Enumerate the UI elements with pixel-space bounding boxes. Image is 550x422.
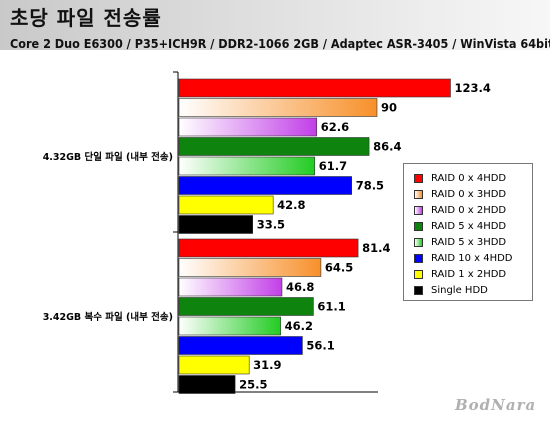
legend-label: RAID 0 x 3HDD <box>431 188 507 200</box>
chart-header: 초당 파일 전송률 Core 2 Duo E6300 / P35+ICH9R /… <box>0 0 550 64</box>
bar <box>178 316 281 336</box>
value-labels: 123.4 90 62.6 86.4 61.7 78.5 42.8 33.5 81.4 64.5 4… <box>239 81 491 392</box>
bar-value-label: 123.4 <box>454 81 490 95</box>
bar-value-label: 46.8 <box>286 280 314 294</box>
bar-value-label: 61.1 <box>317 300 345 314</box>
legend-swatch <box>414 221 423 231</box>
legend-item: RAID 10 x 4HDD <box>404 250 532 266</box>
legend-label: RAID 10 x 4HDD <box>431 252 513 264</box>
legend-item: RAID 0 x 4HDD <box>404 170 532 186</box>
bar-value-label: 25.5 <box>239 378 267 392</box>
bodnara-logo: BodNara <box>455 396 537 414</box>
chart-title: 초당 파일 전송률 <box>10 6 162 30</box>
legend-swatch <box>414 285 423 295</box>
legend-label: RAID 0 x 4HDD <box>431 172 507 184</box>
legend-item: Single HDD <box>404 282 532 298</box>
bar-value-label: 90 <box>381 101 397 115</box>
legend-swatch <box>414 269 423 279</box>
bar <box>178 98 378 117</box>
legend-swatch <box>414 253 423 263</box>
bar-chart: 4.32GB 단일 파일 (내부 전송) 3.42GB 복수 파일 (내부 전송)… <box>43 71 491 394</box>
bar <box>178 176 352 195</box>
chart-subtitle: Core 2 Duo E6300 / P35+ICH9R / DDR2-1066… <box>10 36 550 51</box>
bar-value-label: 78.5 <box>356 179 384 193</box>
bar-value-label: 86.4 <box>373 140 401 154</box>
bar <box>178 117 318 137</box>
bar <box>178 215 253 234</box>
bar <box>178 336 303 355</box>
bar-value-label: 61.7 <box>319 159 347 173</box>
legend-label: Single HDD <box>431 284 488 296</box>
bar <box>178 195 274 215</box>
bar <box>178 156 316 176</box>
bar-value-label: 46.2 <box>285 319 313 333</box>
legend-swatch <box>414 173 423 183</box>
legend-item: RAID 5 x 4HDD <box>404 218 532 234</box>
legend-label: RAID 5 x 3HDD <box>431 236 507 248</box>
bar <box>178 277 283 297</box>
bar <box>178 375 236 394</box>
legend-label: RAID 1 x 2HDD <box>431 268 507 280</box>
bar <box>178 258 322 277</box>
legend-item: RAID 0 x 2HDD <box>404 202 532 218</box>
legend-swatch <box>414 205 423 215</box>
legend-item: RAID 0 x 3HDD <box>404 186 532 202</box>
chart-bars <box>178 78 451 394</box>
bar-value-label: 56.1 <box>306 339 334 353</box>
bar <box>178 355 250 375</box>
legend-swatch <box>414 189 423 199</box>
category-labels: 4.32GB 단일 파일 (내부 전송) 3.42GB 복수 파일 (내부 전송) <box>43 151 173 323</box>
bar-value-label: 64.5 <box>325 261 353 275</box>
bar <box>178 137 370 156</box>
bar-value-label: 33.5 <box>257 218 285 232</box>
bar-value-label: 81.4 <box>362 241 390 255</box>
bar <box>178 297 314 316</box>
bar-value-label: 42.8 <box>277 198 305 212</box>
chart-legend: RAID 0 x 4HDD RAID 0 x 3HDD RAID 0 x 2HDD R… <box>403 163 533 301</box>
category-label: 3.42GB 복수 파일 (내부 전송) <box>43 311 173 323</box>
legend-label: RAID 0 x 2HDD <box>431 204 507 216</box>
legend-swatch <box>414 237 423 247</box>
legend-item: RAID 1 x 2HDD <box>404 266 532 282</box>
legend-label: RAID 5 x 4HDD <box>431 220 507 232</box>
bar-value-label: 62.6 <box>321 120 349 134</box>
bar-value-label: 31.9 <box>253 358 281 372</box>
category-label: 4.32GB 단일 파일 (내부 전송) <box>43 151 173 163</box>
bar <box>178 238 359 258</box>
bar <box>178 78 451 98</box>
header-band <box>0 0 550 50</box>
legend-item: RAID 5 x 3HDD <box>404 234 532 250</box>
